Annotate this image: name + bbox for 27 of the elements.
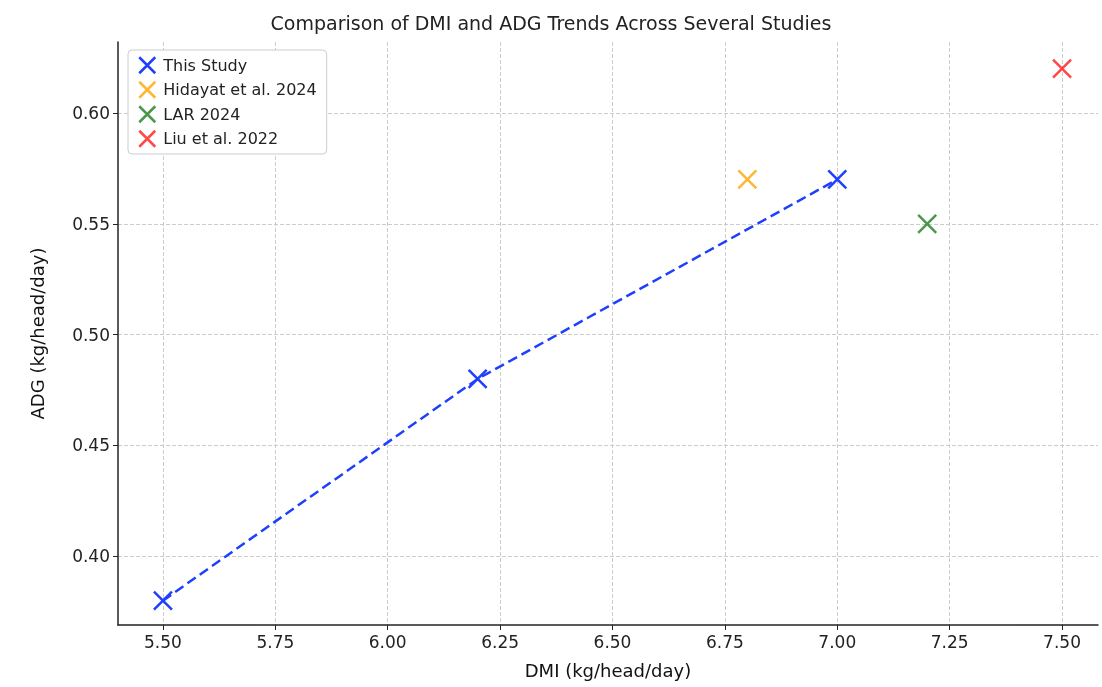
y-tick-label: 0.60 [72, 102, 110, 123]
legend-label: This Study [162, 55, 248, 75]
chart-title: Comparison of DMI and ADG Trends Across Several Studies [270, 11, 832, 34]
x-tick-label: 6.50 [593, 631, 632, 652]
point [916, 213, 938, 235]
point [152, 590, 174, 611]
legend-label: LAR 2024 [163, 104, 241, 124]
point [467, 368, 488, 390]
legend-label: Hidayat et al. 2024 [163, 80, 317, 100]
point [827, 169, 848, 190]
y-tick-label: 0.45 [72, 435, 110, 456]
x-tick-label: 7.50 [1043, 631, 1081, 652]
x-tick-label: 6.75 [705, 631, 744, 652]
x-tick-label: 5.50 [144, 631, 182, 652]
x-tick-label: 7.00 [818, 631, 857, 652]
x-tick-label: 6.00 [368, 631, 407, 652]
point [737, 169, 758, 190]
x-axis-title: DMI (kg/head/day) [524, 659, 692, 681]
y-tick-label: 0.50 [72, 324, 110, 345]
x-tick-label: 5.75 [256, 631, 295, 652]
y-tick-label: 0.55 [72, 213, 110, 234]
y-axis-title: ADG (kg/head/day) [26, 247, 48, 420]
x-tick-label: 7.25 [930, 631, 969, 652]
x-tick-label: 6.25 [481, 631, 520, 652]
y-tick-label: 0.40 [72, 546, 110, 567]
point [1051, 58, 1073, 79]
legend-label: Liu et al. 2022 [163, 129, 279, 149]
